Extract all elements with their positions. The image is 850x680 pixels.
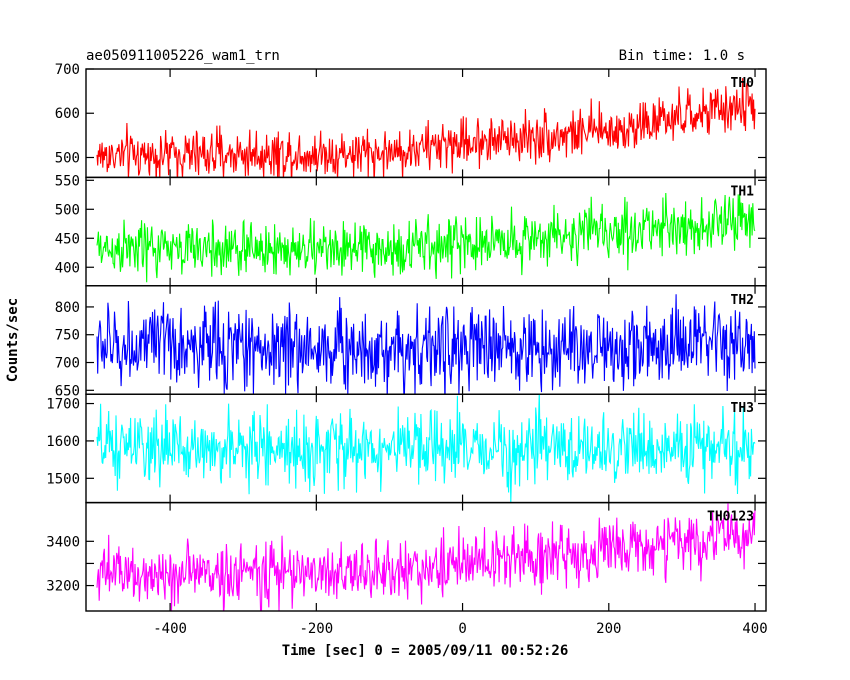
series-th0123: [96, 503, 756, 612]
y-tick-label: 450: [55, 231, 80, 247]
panel-label: TH1: [731, 184, 755, 199]
y-tick-label: 500: [55, 202, 80, 218]
y-tick-label: 750: [55, 328, 80, 344]
y-tick-label: 700: [55, 62, 80, 78]
x-tick-label: -400: [153, 621, 187, 637]
x-tick-label: 0: [458, 621, 466, 637]
x-tick-label: 200: [596, 621, 621, 637]
panel-th3: 1500 1600 1700 TH3: [46, 393, 767, 504]
panel-th1: 400 450 500 550 TH1: [55, 173, 767, 287]
panel-frame: [85, 68, 767, 179]
x-axis: -400 -200 0 200 400: [153, 621, 767, 637]
series-th3: [96, 394, 756, 503]
panel-th0123: 3200 3400 TH0123: [46, 501, 767, 612]
panel-th2: 650 700 750 800 TH2: [55, 285, 767, 399]
x-tick-label: 400: [742, 621, 767, 637]
y-tick-label: 550: [55, 173, 80, 189]
series-th2: [96, 294, 756, 395]
bin-time-label: Bin time: 1.0 s: [619, 48, 745, 64]
x-tick-label: -200: [299, 621, 333, 637]
chart-title: ae050911005226_wam1_trn: [86, 48, 280, 64]
y-tick-label: 800: [55, 300, 80, 316]
y-tick-label: 1500: [46, 471, 80, 487]
series-th0: [96, 78, 756, 178]
panel-label: TH0123: [707, 510, 754, 525]
y-tick-label: 1600: [46, 434, 80, 450]
panel-label: TH0: [731, 76, 755, 91]
panel-stack: 500 600 700 TH0 400 450 500 550 TH1 650 700 750 800 T…: [46, 62, 767, 612]
panel-label: TH3: [731, 401, 754, 416]
panel-frame: [85, 501, 767, 612]
y-tick-label: 3400: [46, 534, 80, 550]
y-tick-label: 400: [55, 260, 80, 276]
panel-label: TH2: [731, 293, 754, 308]
y-tick-label: 500: [55, 150, 80, 166]
panel-th0: 500 600 700 TH0: [55, 62, 767, 179]
y-tick-label: 1700: [46, 397, 80, 413]
series-th1: [96, 192, 756, 283]
x-axis-label: Time [sec] 0 = 2005/09/11 00:52:26: [282, 643, 569, 659]
y-tick-label: 600: [55, 106, 80, 122]
y-axis-label: Counts/sec: [5, 298, 21, 382]
y-tick-label: 3200: [46, 579, 80, 595]
y-tick-label: 650: [55, 383, 80, 399]
y-tick-label: 700: [55, 356, 80, 372]
